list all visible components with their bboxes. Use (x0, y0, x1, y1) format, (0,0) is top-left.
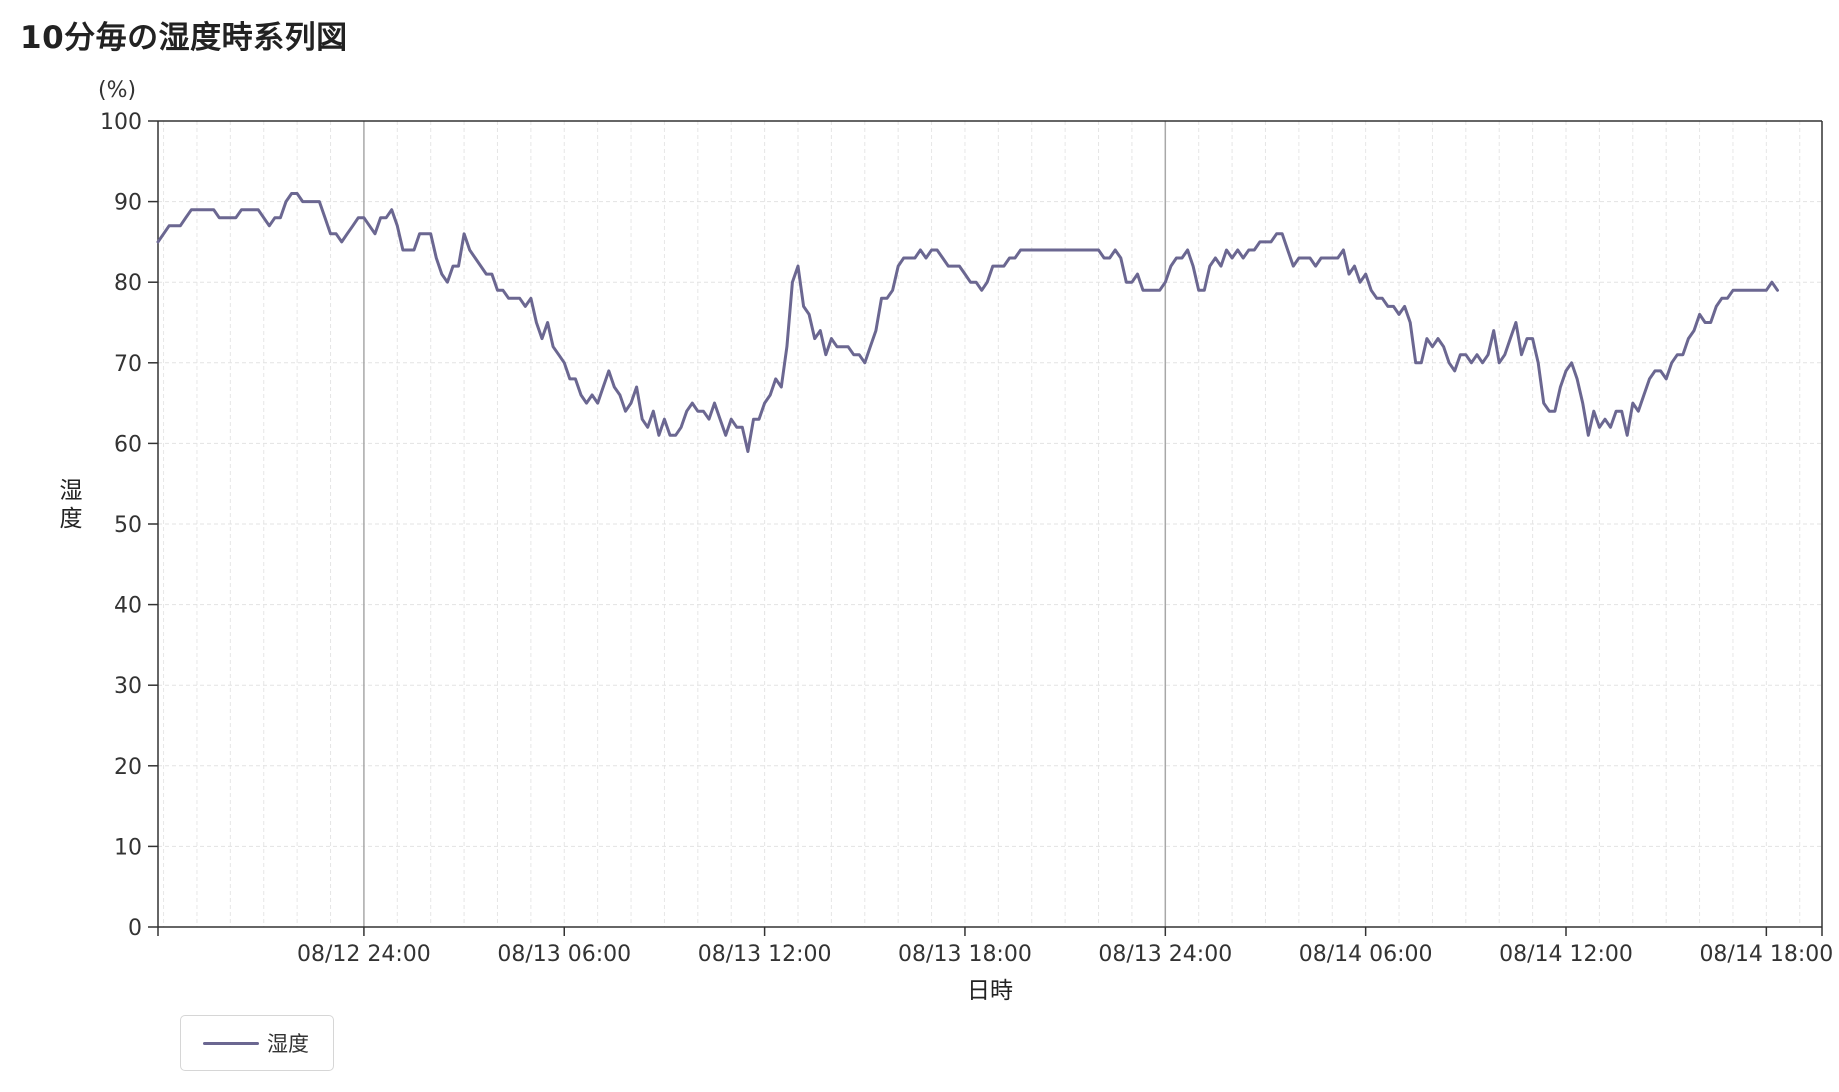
chart-legend[interactable]: 湿度 (180, 1015, 334, 1071)
y-tick-label: 20 (114, 755, 142, 780)
y-tick-label: 100 (100, 110, 142, 135)
x-tick-label: 08/13 18:00 (898, 942, 1032, 967)
y-tick-label: 30 (114, 674, 142, 699)
y-tick-label: 90 (114, 191, 142, 216)
y-axis-title-char: 度 (60, 506, 83, 532)
x-tick-label: 08/14 12:00 (1499, 942, 1633, 967)
x-tick-label: 08/14 18:00 (1699, 942, 1833, 967)
y-tick-label: 0 (128, 916, 142, 941)
y-tick-label: 80 (114, 271, 142, 296)
series-line-humidity (156, 192, 1779, 453)
x-tick-label: 08/13 24:00 (1098, 942, 1232, 967)
legend-label: 湿度 (267, 1032, 309, 1056)
y-axis-unit: (%) (98, 78, 136, 103)
x-tick-label: 08/13 06:00 (497, 942, 631, 967)
y-tick-label: 50 (114, 513, 142, 538)
y-tick-label: 40 (114, 594, 142, 619)
x-tick-label: 08/13 12:00 (698, 942, 832, 967)
y-tick-label: 60 (114, 432, 142, 457)
y-tick-label: 70 (114, 352, 142, 377)
y-axis-title-char: 湿 (60, 478, 83, 504)
legend-line-swatch (203, 1041, 259, 1045)
x-tick-label: 08/14 06:00 (1299, 942, 1433, 967)
y-tick-label: 10 (114, 835, 142, 860)
x-axis-title: 日時 (967, 978, 1013, 1004)
x-tick-label: 08/12 24:00 (297, 942, 431, 967)
chart-title: 10分毎の湿度時系列図 (20, 20, 348, 56)
